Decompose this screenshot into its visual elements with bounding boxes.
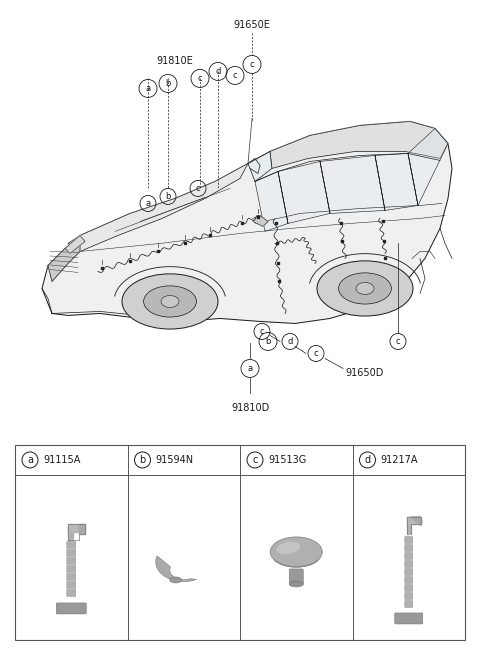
FancyBboxPatch shape xyxy=(67,566,76,572)
Text: c: c xyxy=(250,60,254,69)
Polygon shape xyxy=(79,524,85,534)
Polygon shape xyxy=(68,524,73,540)
Text: c: c xyxy=(233,71,237,80)
Text: c: c xyxy=(198,74,202,83)
Polygon shape xyxy=(375,154,418,210)
FancyBboxPatch shape xyxy=(405,537,413,543)
Bar xyxy=(15,445,465,640)
Text: 91217A: 91217A xyxy=(381,455,418,465)
Ellipse shape xyxy=(356,283,374,294)
Polygon shape xyxy=(68,524,85,532)
Text: 91810D: 91810D xyxy=(231,403,269,413)
Text: c: c xyxy=(260,327,264,336)
FancyBboxPatch shape xyxy=(67,549,76,556)
Ellipse shape xyxy=(289,581,303,587)
FancyBboxPatch shape xyxy=(405,593,413,599)
Ellipse shape xyxy=(122,274,218,329)
Polygon shape xyxy=(278,162,330,223)
Polygon shape xyxy=(407,517,421,524)
Text: a: a xyxy=(145,84,151,93)
FancyBboxPatch shape xyxy=(56,603,86,614)
FancyBboxPatch shape xyxy=(67,557,76,564)
Text: a: a xyxy=(27,455,33,465)
Polygon shape xyxy=(42,122,452,323)
Ellipse shape xyxy=(338,273,391,304)
Ellipse shape xyxy=(144,286,196,317)
Text: a: a xyxy=(145,199,151,208)
Text: b: b xyxy=(139,455,145,465)
Ellipse shape xyxy=(317,261,413,316)
Ellipse shape xyxy=(161,296,179,307)
Ellipse shape xyxy=(270,537,322,567)
Text: a: a xyxy=(247,364,252,373)
Text: 91650D: 91650D xyxy=(345,369,384,378)
FancyBboxPatch shape xyxy=(405,585,413,591)
Text: 91115A: 91115A xyxy=(43,455,80,465)
FancyBboxPatch shape xyxy=(405,568,413,576)
FancyBboxPatch shape xyxy=(405,545,413,551)
Text: 91810E: 91810E xyxy=(156,57,193,66)
Polygon shape xyxy=(411,516,422,526)
FancyBboxPatch shape xyxy=(289,569,303,585)
Ellipse shape xyxy=(276,541,300,555)
Polygon shape xyxy=(320,156,385,214)
Text: d: d xyxy=(288,337,293,346)
Text: c: c xyxy=(196,184,200,193)
Polygon shape xyxy=(65,235,85,254)
Polygon shape xyxy=(156,556,196,581)
Text: c: c xyxy=(396,337,400,346)
FancyBboxPatch shape xyxy=(405,553,413,560)
FancyBboxPatch shape xyxy=(67,574,76,580)
Text: c: c xyxy=(314,349,318,358)
Polygon shape xyxy=(248,152,272,181)
Text: d: d xyxy=(364,455,371,465)
Text: b: b xyxy=(265,337,271,346)
Text: 91513G: 91513G xyxy=(268,455,306,465)
Polygon shape xyxy=(255,171,288,231)
Text: 91594N: 91594N xyxy=(156,455,193,465)
Text: 91650E: 91650E xyxy=(234,20,270,30)
Polygon shape xyxy=(270,122,448,168)
FancyBboxPatch shape xyxy=(405,600,413,608)
Polygon shape xyxy=(48,235,80,281)
FancyBboxPatch shape xyxy=(67,581,76,589)
Polygon shape xyxy=(253,215,268,227)
Polygon shape xyxy=(407,517,411,534)
FancyBboxPatch shape xyxy=(405,576,413,583)
FancyBboxPatch shape xyxy=(405,560,413,568)
Ellipse shape xyxy=(170,577,182,583)
FancyBboxPatch shape xyxy=(67,589,76,597)
FancyBboxPatch shape xyxy=(395,613,423,624)
Text: c: c xyxy=(252,455,258,465)
Text: b: b xyxy=(165,79,171,88)
FancyBboxPatch shape xyxy=(67,541,76,549)
Text: d: d xyxy=(216,67,221,76)
Text: b: b xyxy=(165,192,171,201)
Polygon shape xyxy=(68,164,248,252)
Polygon shape xyxy=(408,129,448,206)
